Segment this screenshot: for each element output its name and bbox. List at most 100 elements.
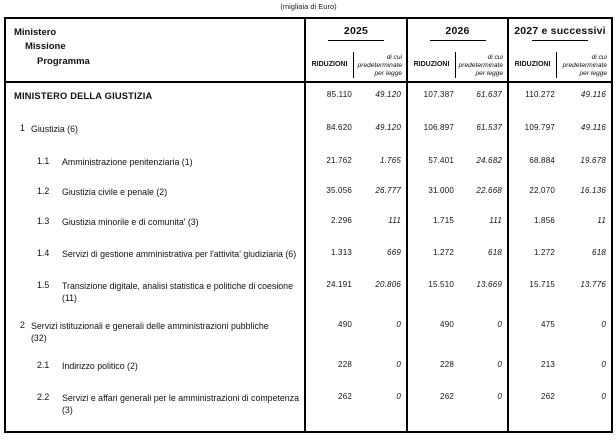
table-row-1-3-giustizia-minorile: 1.3 Giustizia minorile e di comunita' (3… [6,209,611,241]
cell-2027-dicui: 0 [601,392,606,401]
row-label-cell: MINISTERO DELLA GIUSTIZIA [6,83,304,116]
row-label: Giustizia minorile e di comunita' (3) [62,217,199,227]
cells-2026: 228 0 [406,353,507,385]
table-row-2-1-indirizzo-politico: 2.1 Indirizzo politico (2) 228 0 228 0 213… [6,353,611,385]
cell-2026-dicui: 61.637 [476,90,502,99]
cell-2026-riduzioni: 107.387 [423,90,454,99]
cell-2025-riduzioni: 228 [338,360,352,369]
dicui-column-header: di cui predeterminate per legge [354,54,406,81]
row-label: MINISTERO DELLA GIUSTIZIA [14,91,153,101]
cell-2025-dicui: 26.777 [375,186,401,195]
cells-2027: 22.070 16.136 [507,179,611,209]
row-label: Indirizzo politico (2) [62,361,138,371]
cells-2027: 1.272 618 [507,241,611,273]
header-group-2025: 2025 RIDUZIONI di cui predeterminate per… [304,19,406,81]
row-label: Servizi e affari generali per le amminis… [62,393,299,416]
row-label-cell: 2.2 Servizi e affari generali per le amm… [6,385,304,431]
cells-2025: 1.313 669 [304,241,406,273]
cell-2027-riduzioni: 1.272 [533,248,555,257]
riduzioni-column-header: RIDUZIONI [311,60,348,68]
row-label-cell: 1.4 Servizi di gestione amministrativa p… [6,241,304,273]
cells-2026: 15.510 13.669 [406,273,507,313]
cells-2027: 109.797 49.116 [507,116,611,149]
subcolumn-divider [556,52,557,78]
cells-2025: 84.620 49.120 [304,116,406,149]
cell-2026-dicui: 61.537 [476,123,502,132]
subheaders-2026: RIDUZIONI di cui predeterminate per legg… [408,41,507,81]
cell-2026-riduzioni: 31.000 [428,186,454,195]
row-label: Giustizia (6) [31,124,78,134]
cell-2026-dicui: 0 [497,360,502,369]
row-number: 2 [20,320,25,330]
cell-2026-riduzioni: 490 [440,320,454,329]
year-underline [532,40,588,41]
cell-2025-riduzioni: 35.056 [326,186,352,195]
row-label-cell: 2 Servizi istituzionali e generali delle… [6,313,304,353]
cell-2026-dicui: 618 [488,248,502,257]
subheaders-2025: RIDUZIONI di cui predeterminate per legg… [306,41,406,81]
year-underline [328,40,384,41]
header-programma: Programma [37,56,90,67]
riduzioni-column-header: RIDUZIONI [514,60,551,68]
dicui-line: predeterminate [562,62,607,70]
cells-2027: 110.272 49.116 [507,83,611,116]
row-number: 2.1 [37,360,50,370]
cell-2026-riduzioni: 57.401 [428,156,454,165]
cell-2026-dicui: 24.682 [476,156,502,165]
row-number: 1.4 [37,248,50,258]
cells-2025: 21.762 1.765 [304,149,406,179]
cell-2027-riduzioni: 109.797 [524,123,555,132]
unit-note: (migliaia di Euro) [280,2,337,11]
cell-2027-dicui: 11 [597,216,606,225]
row-number: 1 [20,123,25,133]
header-ministero: Ministero [14,27,57,38]
table-row-1-1-amministrazione-penitenziaria: 1.1 Amministrazione penitenziaria (1) 21… [6,149,611,179]
cells-2027: 213 0 [507,353,611,385]
cells-2026: 262 0 [406,385,507,431]
header-group-2027: 2027 e successivi RIDUZIONI di cui prede… [507,19,611,81]
cells-2025: 262 0 [304,385,406,431]
cell-2026-riduzioni: 15.510 [428,280,454,289]
cell-2025-riduzioni: 262 [338,392,352,401]
budget-reductions-table: Ministero Missione Programma 2025 RIDUZI… [4,17,613,433]
cell-2025-riduzioni: 2.296 [330,216,352,225]
cells-2027: 68.884 19.678 [507,149,611,179]
cell-2026-dicui: 22.668 [476,186,502,195]
cells-2026: 107.387 61.637 [406,83,507,116]
cell-2026-riduzioni: 228 [440,360,454,369]
cell-2027-dicui: 16.136 [580,186,606,195]
subheaders-2027: RIDUZIONI di cui predeterminate per legg… [509,41,611,81]
row-label: Transizione digitale, analisi statistica… [62,281,293,304]
cell-2027-riduzioni: 22.070 [529,186,555,195]
cells-2027: 15.715 13.776 [507,273,611,313]
row-label-cell: 1.2 Giustizia civile e penale (2) [6,179,304,209]
cell-2027-riduzioni: 1.856 [533,216,555,225]
year-label-2027: 2027 e successivi [514,25,606,37]
cell-2026-dicui: 13.669 [476,280,502,289]
cells-2025: 85.110 49.120 [304,83,406,116]
row-number: 1.1 [37,156,50,166]
dicui-line: per legge [579,70,608,78]
row-number: 2.2 [37,392,50,402]
cell-2025-riduzioni: 84.620 [326,123,352,132]
cell-2025-dicui: 111 [388,216,401,225]
header-missione: Missione [25,41,66,52]
dicui-line: per legge [374,70,403,78]
cells-2026: 31.000 22.668 [406,179,507,209]
cell-2027-dicui: 49.116 [580,123,606,132]
row-label-cell: 1.5 Transizione digitale, analisi statis… [6,273,304,313]
header-group-2026: 2026 RIDUZIONI di cui predeterminate per… [406,19,507,81]
subcolumn-divider [353,52,354,78]
row-number: 1.5 [37,280,50,290]
cells-2026: 1.272 618 [406,241,507,273]
row-label: Servizi istituzionali e generali delle a… [31,321,269,344]
cell-2025-dicui: 1.765 [379,156,401,165]
dicui-column-header: di cui predeterminate per legge [557,54,611,81]
table-row-2-servizi-istituzionali: 2 Servizi istituzionali e generali delle… [6,313,611,353]
dicui-line: per legge [475,70,504,78]
cell-2025-riduzioni: 21.762 [326,156,352,165]
cell-2027-dicui: 49.116 [580,90,606,99]
cell-2027-dicui: 618 [592,248,606,257]
cell-2027-dicui: 0 [601,360,606,369]
row-label-cell: 2.1 Indirizzo politico (2) [6,353,304,385]
